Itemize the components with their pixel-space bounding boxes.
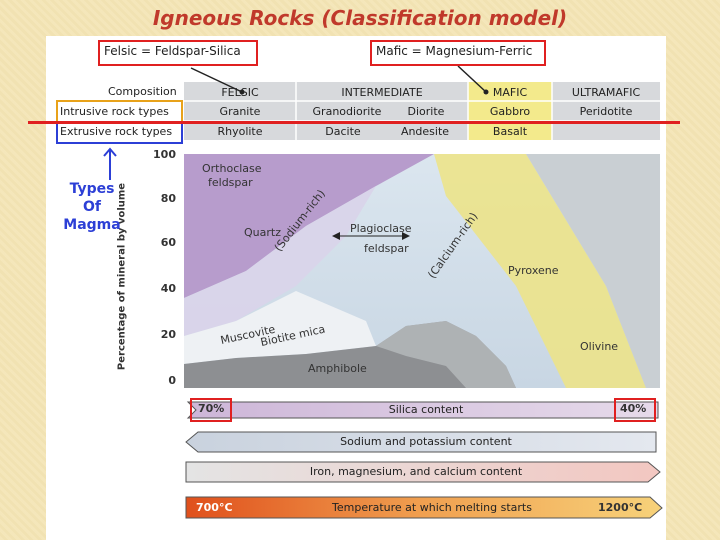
- y-tick-20: 20: [160, 328, 176, 341]
- slide-title: Igneous Rocks (Classification model): [152, 6, 568, 30]
- cell-basalt: Basalt: [492, 125, 528, 138]
- label-plagioclase-2: feldspar: [364, 242, 409, 255]
- y-tick-40: 40: [160, 282, 176, 295]
- col-ultramafic: ULTRAMAFIC: [571, 86, 641, 99]
- mafic-pointer: [457, 65, 487, 93]
- silica-right-value: 40%: [620, 402, 647, 415]
- silica-right-box: [614, 398, 656, 422]
- sodium-arrow: [185, 431, 657, 453]
- extrusive-highlight-box: [56, 121, 183, 144]
- col-intermediate: INTERMEDIATE: [341, 86, 423, 99]
- figure-svg: [184, 65, 663, 519]
- temperature-left-value: 700°C: [196, 501, 233, 514]
- table-background: [184, 82, 660, 140]
- temperature-label: Temperature at which melting starts: [332, 501, 532, 514]
- cell-gabbro: Gabbro: [489, 105, 531, 118]
- felsic-callout-box: [98, 40, 258, 66]
- col-mafic: MAFIC: [492, 86, 528, 99]
- y-tick-0: 0: [168, 374, 176, 387]
- y-tick-100: 100: [153, 148, 176, 161]
- types-line-2: Of: [83, 199, 101, 215]
- mafic-column-highlight: [468, 82, 552, 140]
- cell-granite: Granite: [219, 105, 261, 118]
- silica-label: Silica content: [388, 403, 464, 416]
- pyroxene-region: [434, 154, 646, 388]
- types-line-1: Types: [69, 181, 115, 197]
- types-line-3: Magma: [63, 217, 121, 233]
- cell-rhyolite: Rhyolite: [217, 125, 263, 138]
- silica-left-value: 70%: [198, 402, 225, 415]
- label-amphibole: Amphibole: [308, 362, 367, 375]
- mafic-callout: Mafic = Magnesium-Ferric: [376, 44, 533, 58]
- mica-region: [184, 291, 376, 364]
- temperature-right-value: 1200°C: [598, 501, 643, 514]
- intrusive-highlight-box: [56, 100, 183, 123]
- classification-figure: Felsic = Feldspar-Silica Mafic = Magnesi…: [46, 36, 666, 540]
- felsic-pointer: [190, 67, 243, 93]
- y-tick-80: 80: [160, 192, 176, 205]
- iron-label: Iron, magnesium, and calcium content: [309, 465, 523, 478]
- row-header-extrusive: Extrusive rock types: [60, 125, 173, 138]
- cell-andesite: Andesite: [400, 125, 450, 138]
- orthoclase-region: [184, 154, 434, 298]
- cell-dacite: Dacite: [325, 125, 361, 138]
- label-quartz: Quartz: [244, 226, 281, 239]
- quartz-region: [184, 186, 376, 336]
- col-felsic: FELSIC: [221, 86, 259, 99]
- row-header-intrusive: Intrusive rock types: [60, 105, 169, 118]
- label-olivine: Olivine: [580, 340, 619, 353]
- sodium-label: Sodium and potassium content: [340, 435, 512, 448]
- temperature-arrow: [185, 496, 663, 519]
- cell-peridotite: Peridotite: [579, 105, 633, 118]
- label-plagioclase-1: Plagioclase: [350, 222, 412, 235]
- up-arrow-icon: [103, 147, 117, 180]
- y-tick-60: 60: [160, 236, 176, 249]
- red-guide-line: [28, 121, 680, 124]
- types-of-magma-label: Types Of Magma: [56, 180, 128, 234]
- silica-arrow: [186, 401, 659, 419]
- mafic-callout-box: [370, 40, 546, 66]
- felsic-callout: Felsic = Feldspar-Silica: [104, 44, 241, 58]
- label-orthoclase-2: feldspar: [208, 176, 253, 189]
- label-pyroxene: Pyroxene: [508, 264, 559, 277]
- row-header-composition: Composition: [108, 85, 177, 98]
- cell-diorite: Diorite: [407, 105, 445, 118]
- olivine-region: [526, 154, 660, 388]
- cell-granodiorite: Granodiorite: [312, 105, 382, 118]
- label-orthoclase-1: Orthoclase: [202, 162, 262, 175]
- silica-left-box: [190, 398, 232, 422]
- iron-arrow: [185, 461, 661, 483]
